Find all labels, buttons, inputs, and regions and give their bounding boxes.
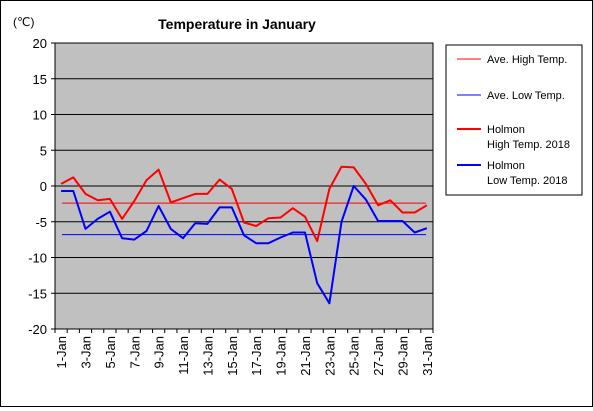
series-line-3 [61,185,428,305]
x-tick-label: 11-Jan [176,336,191,375]
x-tick-label: 3-Jan [78,336,93,369]
chart-title: Temperature in January [158,16,316,32]
y-tick-label: 15 [33,72,47,87]
series-line-2 [60,165,428,243]
y-tick-label: 5 [40,143,47,158]
x-tick-label: 25-Jan [347,336,362,376]
legend: Ave. High Temp. Ave. Low Temp. Holmon High … [445,44,583,196]
x-tick-label: 21-Jan [298,336,313,376]
x-tick-label: 17-Jan [249,336,264,376]
x-tick-labels: 1-Jan 3-Jan 5-Jan 7-Jan 9-Jan 11-Jan 13-Jan 15-… [54,329,435,376]
x-tick-label: 19-Jan [274,336,289,376]
x-tick-label: 7-Jan [127,336,142,369]
x-tick-label: 31-Jan [420,336,435,376]
y-axis-unit: (℃) [13,15,34,29]
legend-label-2: Holmon High Temp. 2018 [487,124,570,151]
y-tick-label: -5 [35,215,47,230]
y-tick-label: 20 [33,36,47,51]
y-tick-label: 10 [33,108,47,123]
x-tick-label: 15-Jan [225,336,240,376]
legend-label-0: Ave. High Temp. [487,54,567,66]
y-tick-label: -20 [28,322,47,337]
x-tick-label: 23-Jan [322,336,337,376]
x-tick-label: 9-Jan [152,336,167,369]
x-tick-label: 27-Jan [371,336,386,376]
x-tick-label: 5-Jan [103,336,118,369]
legend-box [445,44,583,196]
y-tick-label: -15 [28,286,47,301]
legend-label-3: Holmon Low Temp. 2018 [487,160,568,187]
x-tick-label: 1-Jan [54,336,69,369]
x-tick-label: 13-Jan [200,336,215,376]
y-tick-labels: 20 15 10 5 0 -5 -10 -15 -20 [28,36,55,337]
series-lines [60,165,428,305]
y-tick-label: -10 [28,251,47,266]
y-tick-label: 0 [40,179,47,194]
x-tick-label: 29-Jan [396,336,411,376]
legend-label-1: Ave. Low Temp. [487,90,565,102]
